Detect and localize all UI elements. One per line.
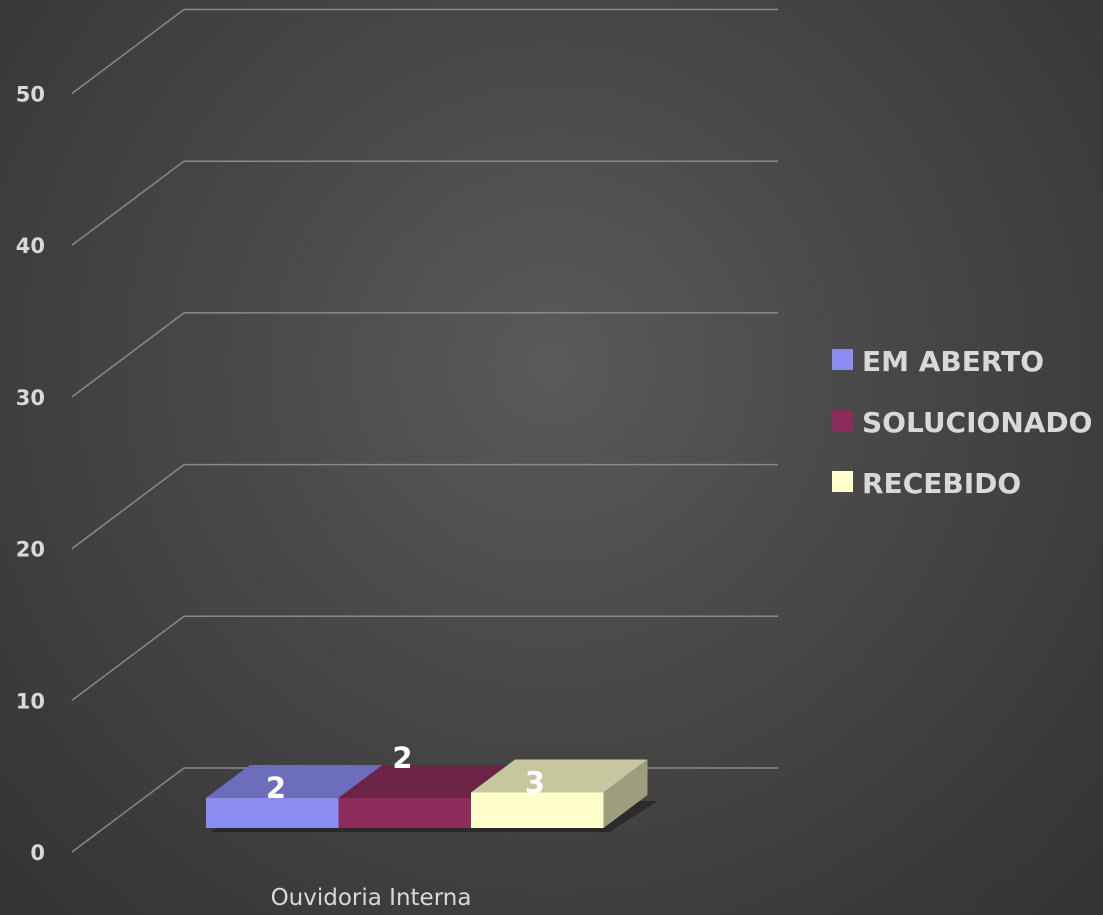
legend-label: RECEBIDO [862,467,1021,500]
bar-front-face [471,792,604,828]
legend-label: SOLUCIONADO [862,406,1092,439]
bar-top-face [471,759,648,793]
data-label: 2 [392,741,412,775]
legend-swatch [832,349,853,370]
data-labels: 2 2 3 [266,741,545,805]
category-label: Ouvidoria Interna [271,885,472,911]
gridline [71,8,778,95]
gridline [71,312,778,398]
y-tick-label: 20 [16,538,45,562]
y-axis-ticks: 0 10 20 30 40 50 [16,83,45,866]
gridline [71,463,778,550]
bar-top-face [206,765,383,798]
gridlines [71,8,778,853]
gridline [71,160,778,246]
legend: EM ABERTO SOLUCIONADO RECEBIDO [832,345,1092,500]
y-tick-label: 30 [16,386,45,410]
bar-front-face [338,798,471,828]
bar-top-face [338,765,515,798]
bar-recebido [471,759,648,828]
gridline [71,615,778,701]
legend-swatch [832,410,853,431]
legend-swatch [832,471,853,492]
y-tick-label: 10 [16,689,45,713]
y-tick-label: 0 [30,841,45,865]
data-label: 2 [266,771,286,805]
legend-label: EM ABERTO [862,345,1044,378]
bars [206,759,658,832]
bar-front-face [206,798,339,828]
y-tick-label: 40 [16,234,45,258]
y-tick-label: 50 [16,83,45,107]
bar-side-face [603,759,648,828]
data-label: 3 [525,766,545,800]
